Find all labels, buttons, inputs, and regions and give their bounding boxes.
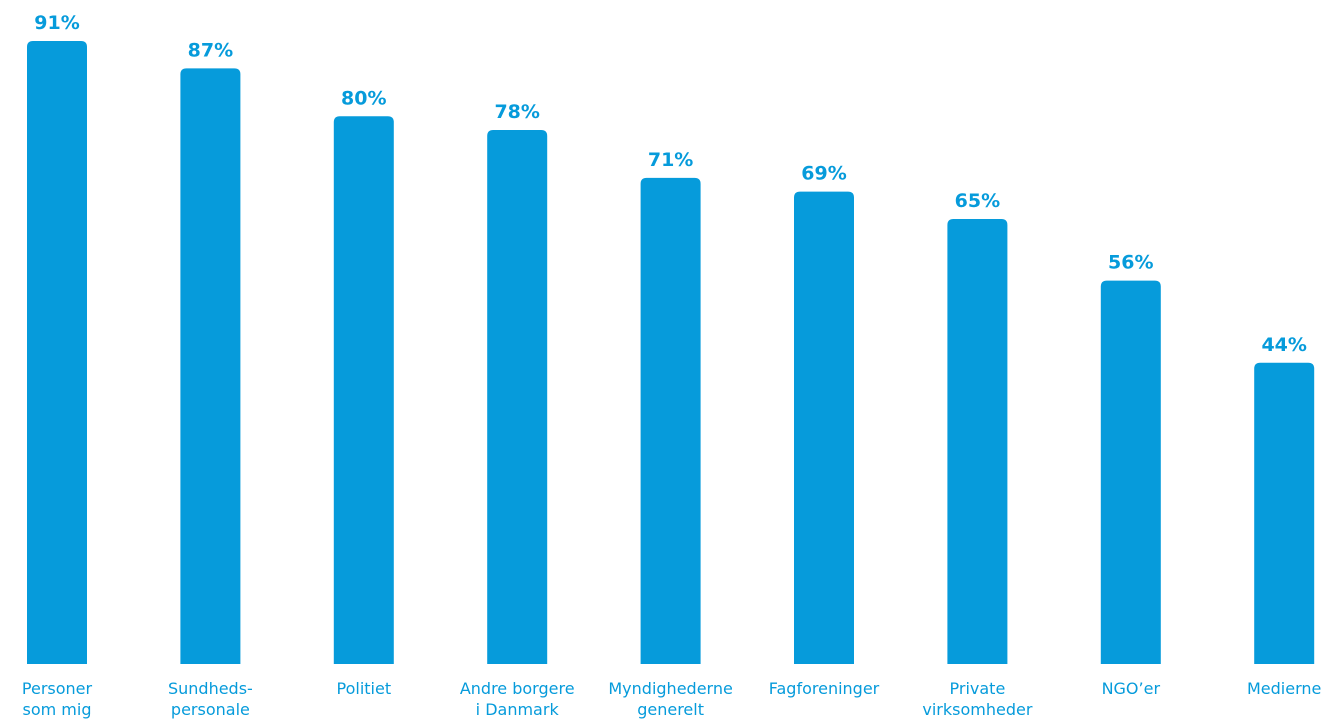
category-label: Sundheds-personale <box>168 679 253 719</box>
category-label-line: Medierne <box>1247 679 1321 698</box>
category-label-line: Sundheds- <box>168 679 253 698</box>
value-labels-layer: 91% 87% 80% 78% 71% 69% 65% 56% 44% <box>34 12 1307 356</box>
category-label: Andre borgere i Danmark <box>460 679 575 719</box>
bar <box>333 116 394 665</box>
category-label: Fagforeninger <box>769 679 880 698</box>
bar <box>27 41 87 664</box>
bar <box>640 177 701 664</box>
category-label-line: i Danmark <box>476 700 560 719</box>
category-label-line: NGO’er <box>1102 679 1161 698</box>
bar <box>794 191 854 664</box>
category-label: Myndighederne generelt <box>608 679 732 719</box>
category-label: Personer som mig <box>22 679 93 719</box>
category-label-line: generelt <box>637 700 704 719</box>
category-label-line: Fagforeninger <box>769 679 880 698</box>
bar-value-label: 65% <box>955 190 1000 212</box>
bar-value-label: 78% <box>494 101 539 123</box>
bar <box>180 68 241 664</box>
category-label-line: som mig <box>23 700 92 719</box>
category-label: Politiet <box>337 679 392 698</box>
category-label-line: Andre borgere <box>460 679 575 698</box>
category-label-line: personale <box>171 700 250 719</box>
bar <box>487 130 548 664</box>
bar-value-label: 44% <box>1261 334 1306 356</box>
category-label-line: Private <box>950 679 1006 698</box>
category-label-line: Politiet <box>337 679 392 698</box>
bar-value-label: 87% <box>188 39 233 61</box>
bar-value-label: 80% <box>341 87 386 109</box>
bar <box>1100 280 1161 664</box>
category-label: Medierne <box>1247 679 1321 698</box>
bar <box>1254 362 1315 664</box>
bar <box>947 219 1008 664</box>
bar-value-label: 56% <box>1108 252 1153 274</box>
category-label-line: Myndighederne <box>608 679 732 698</box>
category-labels-layer: Personer som mig Sundheds-personale Politie… <box>22 679 1321 719</box>
category-label: NGO’er <box>1102 679 1161 698</box>
category-label-line: Personer <box>22 679 93 698</box>
category-label-line: virksomheder <box>922 700 1032 719</box>
category-label: Private virksomheder <box>922 679 1032 719</box>
bar-value-label: 69% <box>801 163 846 185</box>
bars-layer <box>27 41 1315 665</box>
bar-value-label: 91% <box>34 12 79 34</box>
bar-value-label: 71% <box>648 149 693 171</box>
